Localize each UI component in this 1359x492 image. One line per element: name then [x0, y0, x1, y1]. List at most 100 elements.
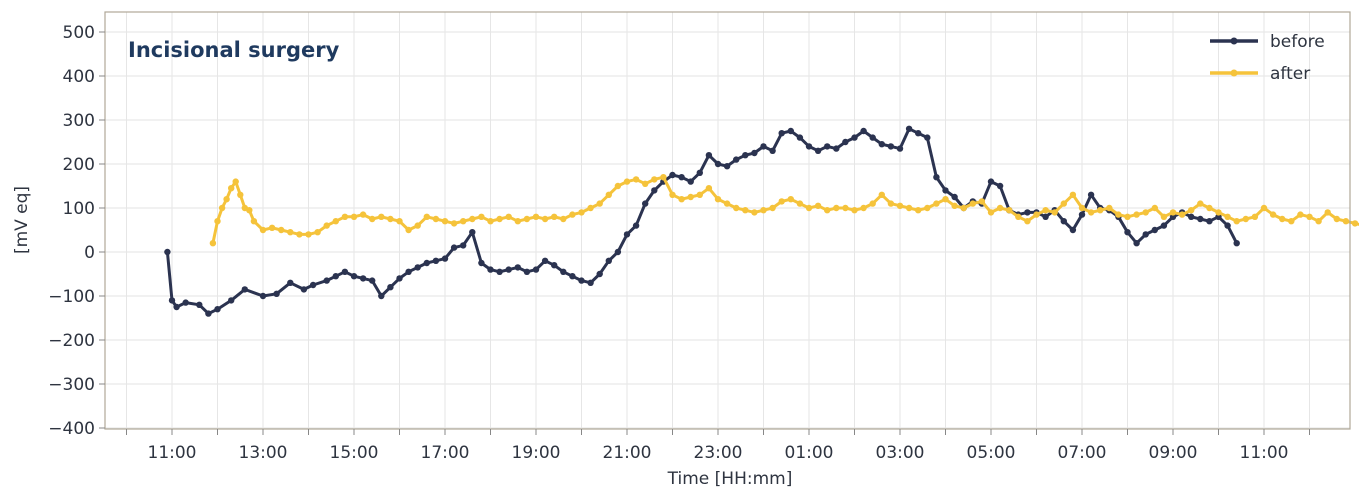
data-point-before [905, 125, 913, 132]
data-point-after [478, 213, 485, 220]
y-tick-label: −400 [48, 419, 95, 439]
data-point-before [805, 143, 813, 150]
data-point-before [714, 160, 722, 168]
data-point-after [1178, 211, 1186, 218]
data-point-after [1124, 213, 1131, 220]
data-point-after [218, 204, 226, 212]
data-point-after [1197, 200, 1204, 207]
data-point-before [396, 275, 403, 282]
data-point-before [769, 147, 776, 154]
data-point-after [332, 218, 339, 225]
data-point-before [842, 138, 849, 146]
data-point-after [805, 204, 813, 212]
data-point-after [496, 215, 503, 223]
data-point-after [1169, 209, 1177, 216]
data-point-after [305, 231, 312, 238]
data-point-after [369, 215, 376, 223]
data-point-after [623, 178, 631, 185]
data-point-after [323, 222, 330, 229]
data-point-after [660, 174, 667, 181]
data-point-after [905, 204, 913, 212]
data-point-after [1078, 204, 1086, 212]
data-point-before [460, 242, 467, 249]
data-point-before [605, 257, 612, 264]
data-point-before [751, 149, 758, 157]
x-tick-label: 05:00 [967, 443, 1016, 463]
data-point-before [287, 279, 294, 286]
data-point-before [214, 306, 221, 313]
data-point-after [760, 207, 767, 214]
data-point-after [1279, 215, 1286, 223]
data-point-after [778, 198, 785, 205]
data-point-before [632, 222, 640, 229]
legend-marker-after [1230, 69, 1238, 77]
data-point-after [232, 178, 239, 185]
data-point-before [760, 143, 767, 150]
data-point-after [578, 209, 585, 216]
data-point-before [951, 193, 958, 201]
data-point-after [460, 218, 467, 225]
data-point-before [1087, 191, 1095, 198]
data-point-before [532, 266, 540, 273]
data-point-before [359, 275, 367, 282]
data-point-after [287, 229, 294, 236]
data-point-before [896, 145, 904, 152]
data-point-after [1024, 218, 1031, 225]
data-point-after [878, 191, 885, 198]
data-point-before [1024, 209, 1031, 216]
data-point-before [860, 127, 867, 135]
data-point-after [796, 200, 804, 207]
data-point-before [596, 270, 603, 278]
data-point-after [1133, 211, 1140, 218]
x-tick-label: 01:00 [785, 443, 834, 463]
data-point-after [1115, 211, 1122, 218]
data-point-before [228, 297, 235, 304]
legend-marker-before [1230, 37, 1238, 45]
data-point-before [787, 127, 794, 135]
data-point-after [1033, 211, 1040, 218]
data-point-after [341, 213, 349, 220]
data-point-before [332, 273, 339, 280]
data-point-after [951, 202, 958, 209]
data-point-before [1133, 240, 1140, 247]
data-point-after [705, 185, 713, 192]
data-point-before [1142, 231, 1149, 238]
data-point-before [1060, 218, 1068, 225]
data-point-before [196, 301, 203, 308]
data-point-after [751, 209, 758, 216]
data-point-before [541, 257, 549, 264]
data-point-before [478, 259, 485, 267]
data-point-before [405, 268, 412, 275]
data-point-after [1215, 209, 1222, 216]
data-point-after [1142, 209, 1149, 216]
data-point-after [1224, 213, 1231, 220]
data-point-after [1151, 204, 1159, 212]
y-tick-label: 200 [63, 155, 95, 175]
data-point-after [246, 207, 253, 214]
y-axis-ticks: −400 −300 −200 −100 0 100 200 300 400 500 [48, 23, 105, 439]
data-point-after [714, 196, 722, 203]
data-point-before [241, 286, 248, 293]
data-point-after [869, 200, 876, 207]
data-point-after [887, 200, 895, 207]
data-point-before [273, 290, 280, 297]
data-point-before [824, 143, 831, 150]
data-point-before [182, 299, 189, 306]
data-point-before [651, 187, 658, 194]
data-point-after [569, 211, 576, 218]
data-point-after [423, 213, 430, 220]
data-point-after [769, 204, 776, 212]
data-point-before [933, 174, 940, 181]
plot-background [105, 12, 1350, 429]
data-point-before [1215, 213, 1222, 220]
x-tick-label: 07:00 [1058, 443, 1107, 463]
data-point-before [309, 281, 317, 289]
data-point-after [924, 204, 931, 212]
data-point-before [723, 163, 731, 170]
data-point-before [878, 141, 885, 148]
x-axis-label: Time [HH:mm] [667, 469, 793, 489]
data-point-before [1233, 240, 1240, 247]
x-tick-label: 21:00 [603, 443, 652, 463]
data-point-after [250, 218, 258, 225]
data-point-after [642, 180, 649, 187]
